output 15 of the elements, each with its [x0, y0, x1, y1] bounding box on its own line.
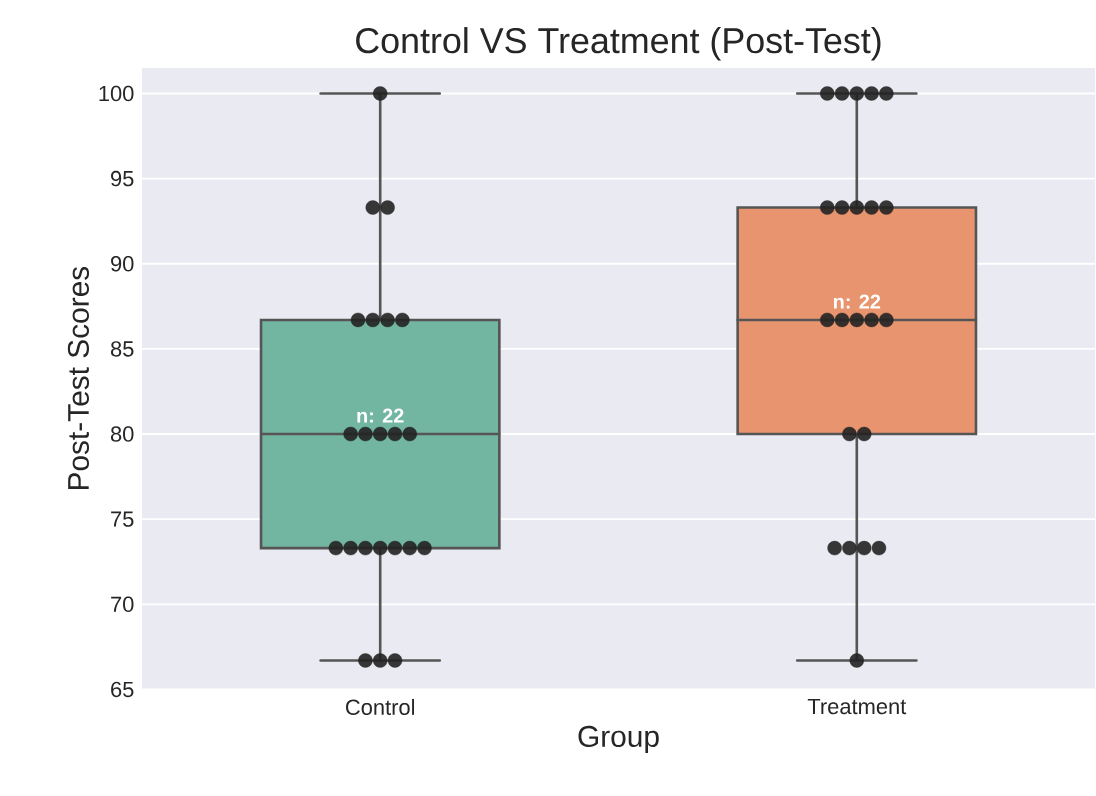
- chart-title: Control VS Treatment (Post-Test): [356, 26, 881, 61]
- annotation: n: 22: [357, 408, 404, 423]
- y-tick-label: 65: [111, 681, 134, 698]
- x-tick-label: Control: [346, 698, 415, 715]
- annotation: n: 22: [833, 294, 881, 309]
- y-tick-label: 90: [111, 255, 134, 272]
- x-tick-label: Treatment: [807, 698, 907, 715]
- y-tick-label: 95: [111, 170, 134, 187]
- y-tick-label: 85: [110, 340, 134, 357]
- y-tick-label: 100: [99, 85, 134, 102]
- x-axis-title: Group: [578, 725, 659, 753]
- y-tick-label: 75: [111, 511, 134, 527]
- y-tick-label: 70: [111, 596, 134, 612]
- y-axis-title: Post-Test Scores: [67, 266, 89, 489]
- y-tick-label: 80: [110, 426, 134, 442]
